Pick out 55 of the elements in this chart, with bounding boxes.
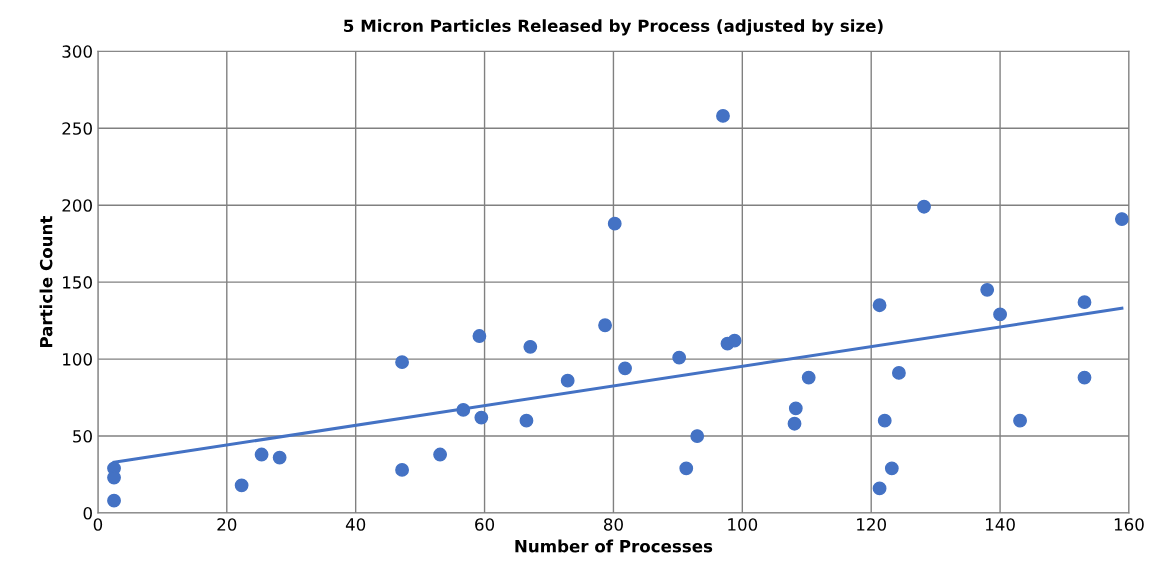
point <box>1013 413 1027 428</box>
point <box>433 447 448 462</box>
point <box>872 481 887 496</box>
point <box>618 361 632 376</box>
point <box>801 370 816 385</box>
point <box>892 366 906 380</box>
x-tick-label: 120 <box>857 518 886 531</box>
point <box>234 478 249 493</box>
point <box>272 450 287 465</box>
point <box>716 109 730 123</box>
y-axis-title: Particle Count <box>39 216 53 348</box>
x-tick-label: 160 <box>1114 518 1144 531</box>
point <box>788 401 803 416</box>
point <box>519 413 534 428</box>
x-tick-label: 0 <box>93 518 103 531</box>
point <box>884 461 899 476</box>
x-axis-title: Number of Processes <box>515 539 713 553</box>
y-tick-label: 100 <box>63 353 92 366</box>
point <box>456 402 471 417</box>
point <box>560 373 575 388</box>
point <box>993 307 1007 322</box>
point <box>980 282 995 297</box>
point <box>395 463 409 477</box>
y-tick-label: 0 <box>83 506 92 520</box>
point <box>395 355 409 370</box>
point <box>787 416 802 431</box>
x-tick-label: 40 <box>345 518 366 531</box>
point <box>1114 212 1129 226</box>
point <box>474 410 489 425</box>
point <box>877 413 892 428</box>
x-tick-label: 140 <box>986 518 1015 531</box>
point <box>917 199 931 214</box>
point <box>1077 295 1092 310</box>
chart-title: 5 Micron Particles Released by Process (adjusted by size) <box>344 19 883 36</box>
point <box>872 298 887 313</box>
point <box>472 329 487 343</box>
point <box>727 333 742 348</box>
point <box>690 429 705 443</box>
y-tick-label: 300 <box>62 45 92 58</box>
point <box>1077 370 1092 385</box>
y-tick-label: 50 <box>73 430 92 443</box>
point <box>607 216 622 231</box>
point <box>679 461 694 476</box>
y-tick-label: 200 <box>62 199 92 212</box>
y-tick-label: 150 <box>63 276 92 289</box>
point <box>523 339 538 354</box>
x-tick-label: 20 <box>217 518 237 531</box>
point <box>672 350 687 365</box>
point <box>598 318 612 333</box>
point <box>107 493 121 508</box>
x-tick-label: 100 <box>728 518 758 531</box>
y-tick-label: 250 <box>62 122 92 135</box>
x-tick-label: 60 <box>475 518 495 531</box>
x-tick-label: 80 <box>603 518 623 531</box>
point <box>254 447 269 462</box>
